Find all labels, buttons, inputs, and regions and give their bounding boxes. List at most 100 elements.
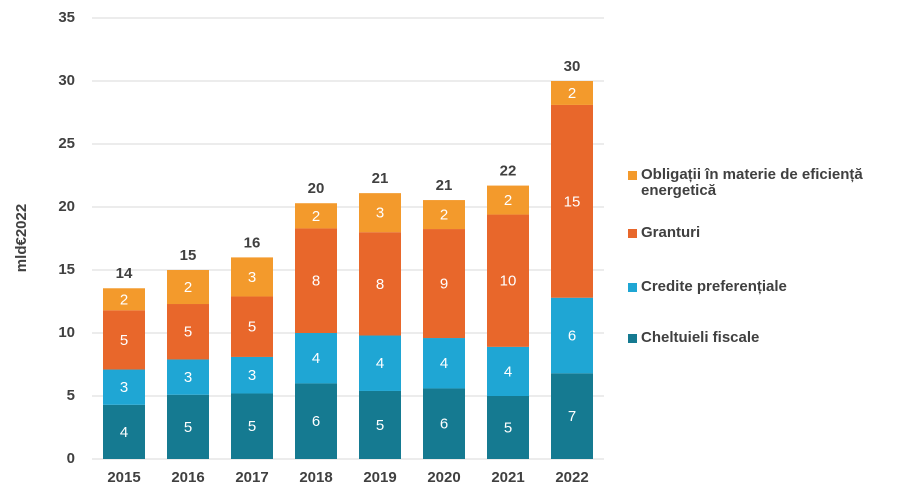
total-label: 20 [308, 180, 325, 197]
x-tick-label: 2015 [107, 469, 140, 486]
bar-segment [423, 229, 465, 339]
bar-segment [167, 304, 209, 360]
value-label: 2 [312, 208, 320, 225]
bar-segment [231, 296, 273, 357]
value-label: 5 [504, 419, 512, 436]
y-tick-label: 0 [67, 450, 75, 467]
legend-label: Granturi [641, 224, 701, 241]
value-label: 4 [120, 424, 128, 441]
total-label: 21 [372, 170, 389, 187]
bar-segment [167, 359, 209, 395]
total-label: 15 [180, 247, 197, 264]
legend-swatch [628, 229, 637, 238]
bar-segment [103, 310, 145, 370]
total-label: 30 [564, 58, 581, 75]
bar-segment [359, 390, 401, 459]
bar-segment [231, 356, 273, 394]
bar-segment [359, 193, 401, 233]
value-label: 3 [248, 367, 256, 384]
legend-swatch [628, 334, 637, 343]
legend-label: Credite preferențiale [641, 278, 787, 295]
legend-item: Credite preferențiale [628, 279, 787, 295]
y-tick-label: 15 [58, 261, 75, 278]
bar-segment [423, 338, 465, 389]
legend-swatch [628, 171, 637, 180]
value-label: 3 [248, 269, 256, 286]
x-tick-label: 2019 [363, 469, 396, 486]
legend-item: Cheltuieli fiscale [628, 330, 759, 346]
bar-segment [295, 383, 337, 459]
y-tick-label: 35 [58, 9, 75, 26]
value-label: 15 [564, 193, 581, 210]
value-label: 2 [568, 85, 576, 102]
bar-segment [103, 288, 145, 311]
legend-label: Cheltuieli fiscale [641, 329, 760, 346]
x-tick-label: 2022 [555, 469, 588, 486]
bar-segment [295, 228, 337, 333]
total-label: 21 [436, 177, 453, 194]
y-tick-label: 20 [58, 198, 75, 215]
value-label: 5 [248, 418, 256, 435]
bar-segment [423, 200, 465, 230]
bar-segment [295, 203, 337, 229]
value-label: 5 [248, 319, 256, 336]
x-tick-label: 2016 [171, 469, 204, 486]
value-label: 7 [568, 408, 576, 425]
bar-segment [231, 257, 273, 297]
y-tick-label: 10 [58, 324, 75, 341]
value-label: 10 [500, 273, 517, 290]
x-tick-label: 2018 [299, 469, 332, 486]
legend-swatch [628, 283, 637, 292]
value-label: 3 [120, 379, 128, 396]
value-label: 4 [440, 355, 448, 372]
bar-segment [487, 396, 529, 459]
bar-segment [231, 393, 273, 459]
bar-segment [295, 333, 337, 384]
value-label: 6 [312, 413, 320, 430]
total-label: 16 [244, 234, 261, 251]
value-label: 2 [504, 192, 512, 209]
value-label: 2 [440, 207, 448, 224]
legend-item: Obligații în materie de eficiență energe… [628, 167, 916, 199]
legend-label: Obligații în materie de eficiență energe… [641, 166, 863, 199]
y-tick-label: 25 [58, 135, 75, 152]
value-label: 2 [184, 279, 192, 296]
x-tick-label: 2017 [235, 469, 268, 486]
value-label: 5 [184, 324, 192, 341]
value-label: 3 [184, 369, 192, 386]
bar-segment [103, 404, 145, 459]
legend-item: Granturi [628, 225, 700, 241]
bar-segment [487, 185, 529, 215]
bar-segment [487, 346, 529, 396]
value-label: 6 [440, 416, 448, 433]
bar-segment [551, 373, 593, 459]
bar-segment [167, 270, 209, 305]
total-label: 14 [116, 265, 133, 282]
bar-segment [487, 214, 529, 347]
value-label: 8 [312, 273, 320, 290]
value-label: 5 [184, 419, 192, 436]
bar-segment [103, 369, 145, 405]
bar-segment [551, 104, 593, 298]
value-label: 6 [568, 327, 576, 344]
bar-segment [551, 297, 593, 374]
y-tick-label: 5 [67, 387, 75, 404]
value-label: 4 [312, 350, 320, 367]
total-label: 22 [500, 163, 517, 180]
value-label: 8 [376, 276, 384, 293]
y-tick-label: 30 [58, 72, 75, 89]
value-label: 9 [440, 276, 448, 293]
value-label: 3 [376, 205, 384, 222]
y-axis-label: mld€2022 [13, 204, 30, 272]
x-tick-label: 2020 [427, 469, 460, 486]
value-label: 5 [120, 332, 128, 349]
value-label: 5 [376, 417, 384, 434]
value-label: 4 [504, 363, 512, 380]
bar-segment [167, 394, 209, 459]
value-label: 4 [376, 355, 384, 372]
bar-segment [359, 232, 401, 336]
bar-segment [423, 388, 465, 459]
x-tick-label: 2021 [491, 469, 524, 486]
